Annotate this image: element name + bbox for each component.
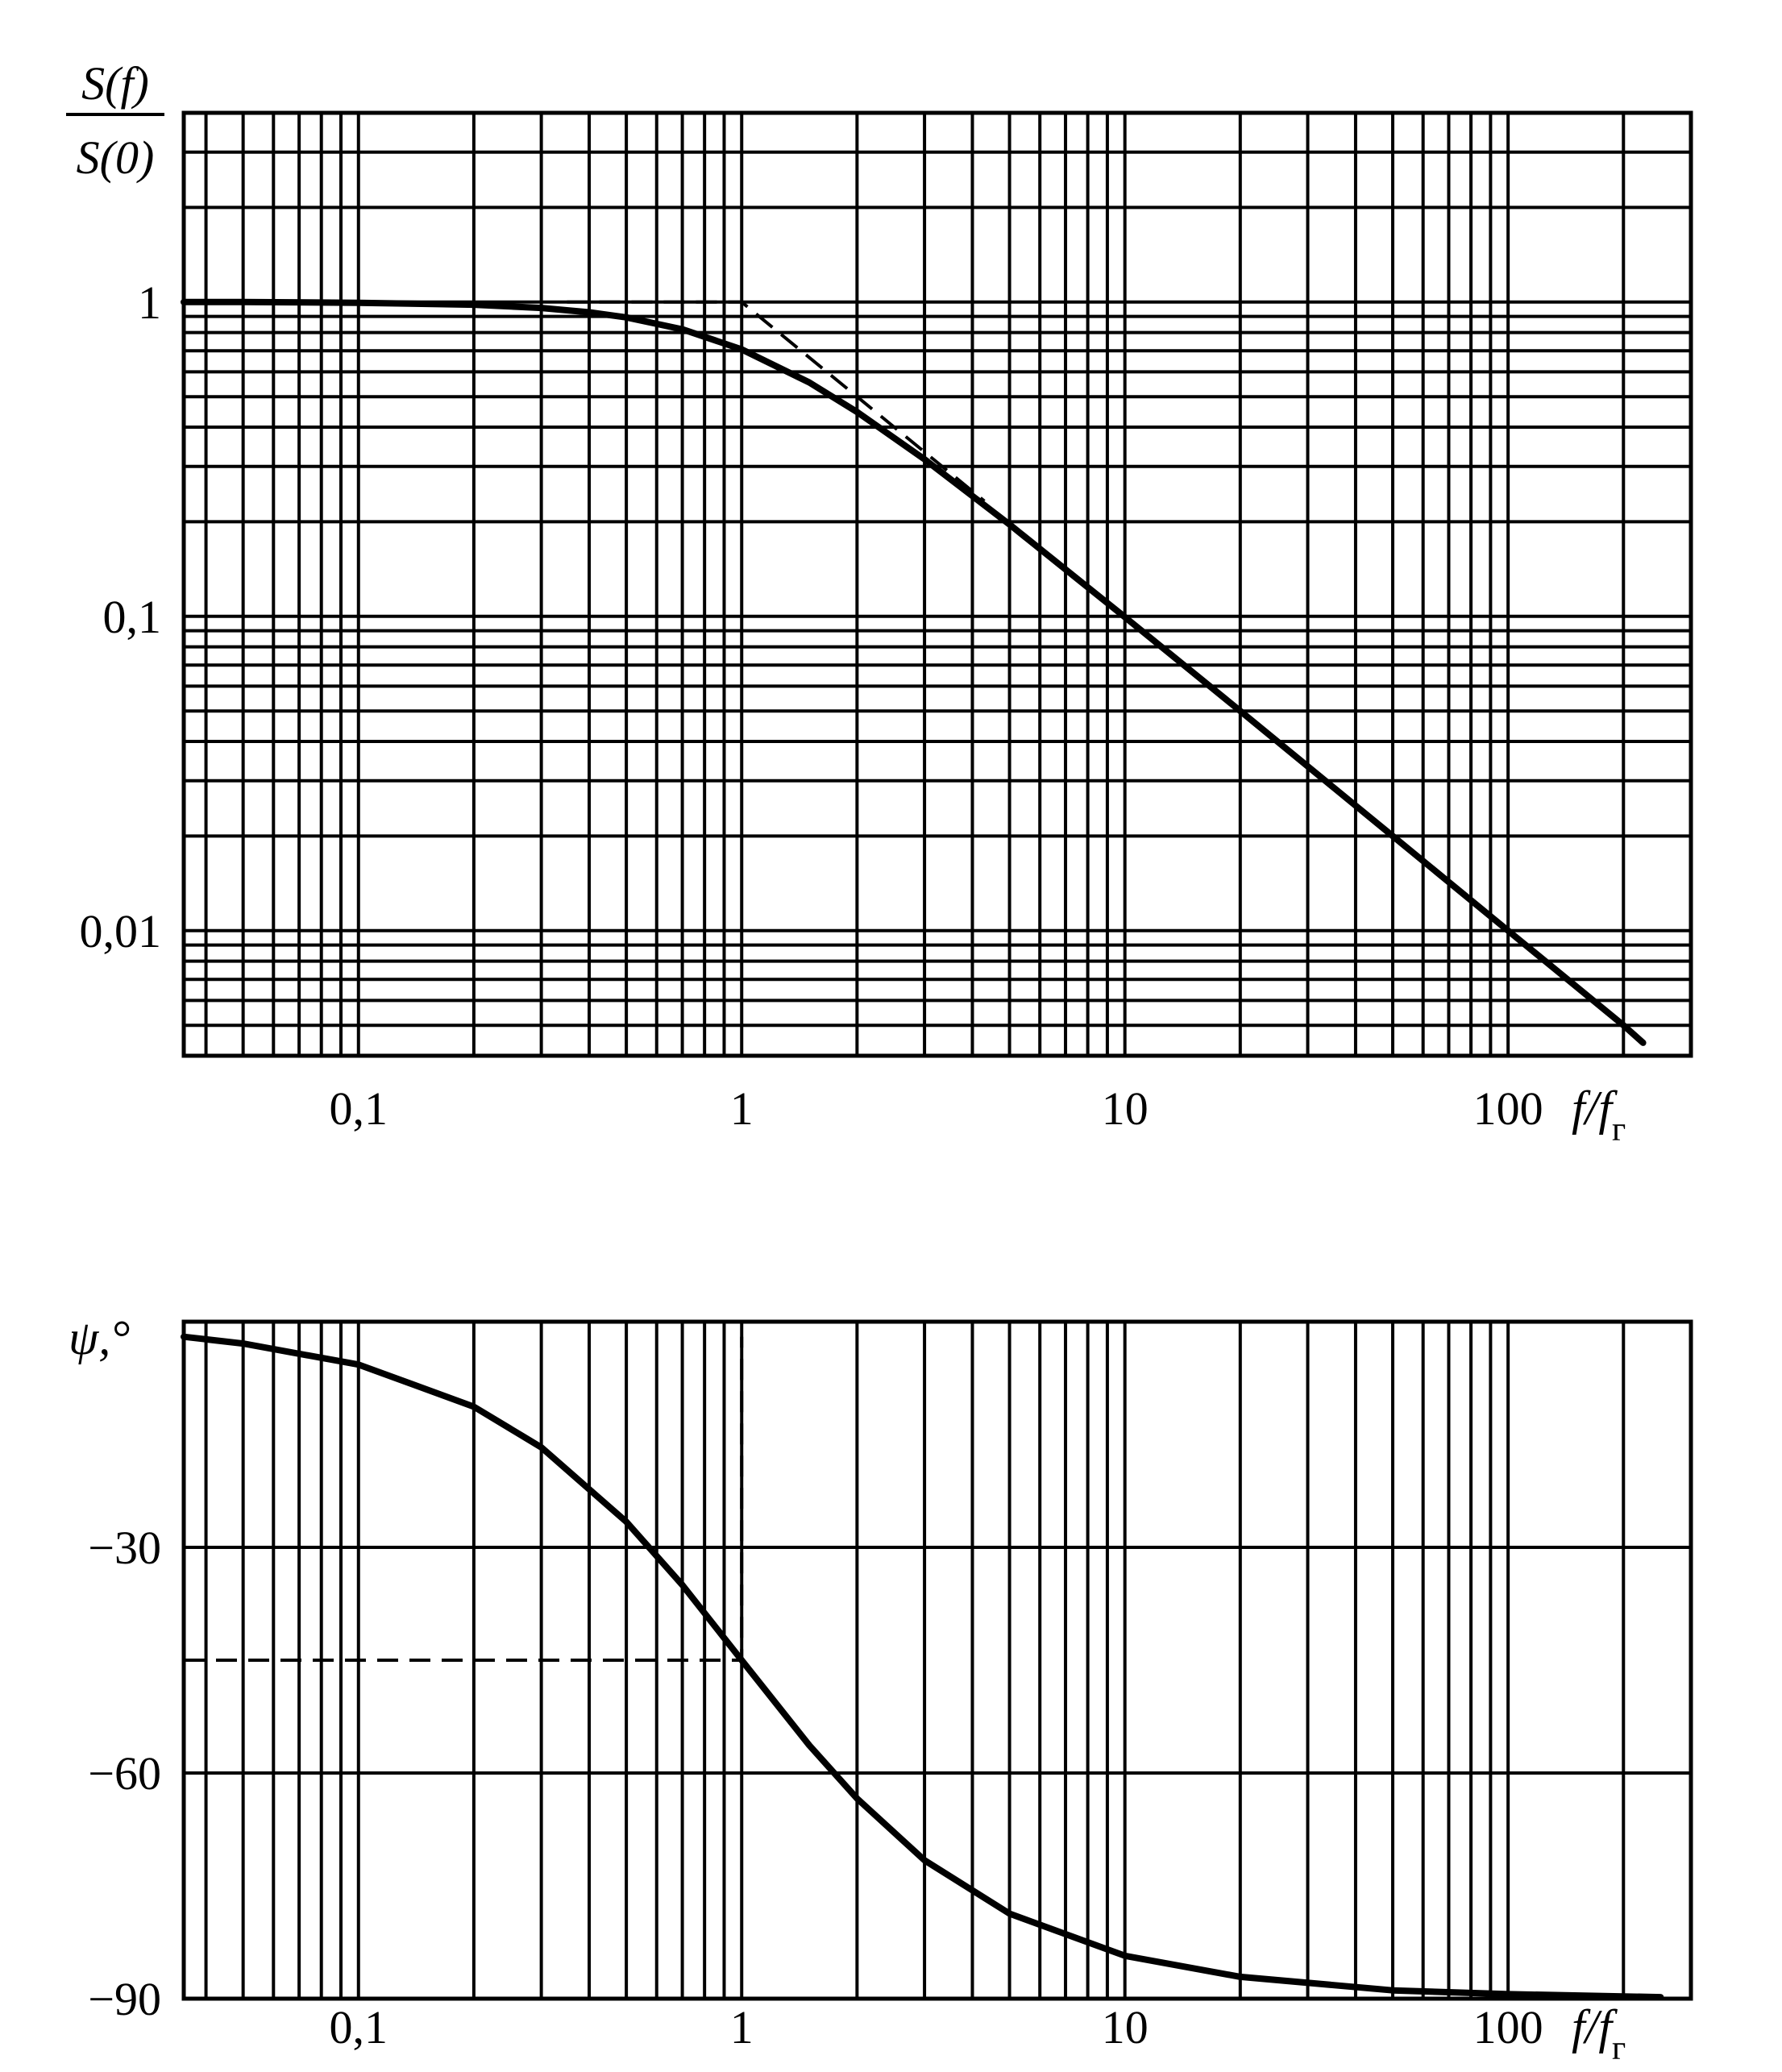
magnitude-series [181, 298, 1647, 1046]
y-tick-label: −90 [88, 1973, 161, 2025]
x-tick-label: 10 [1102, 2001, 1149, 2053]
magnitude-panel: 0,1 1 10 100 1 0,1 0,01 S(f) S(0) f/fг [66, 57, 1693, 1148]
asymptote-dashed-line [184, 1336, 744, 1662]
phase-x-axis-title-subscript: г [1612, 2030, 1626, 2067]
phase-x-axis-title-main: f/f [1572, 2000, 1618, 2053]
x-tick-label: 1 [730, 2001, 754, 2053]
phase-y-axis-title: ψ,° [69, 1311, 130, 1364]
magnitude-plot-frame [181, 110, 1693, 1058]
magnitude-tick-labels: 0,1 1 10 100 1 0,1 0,01 [80, 276, 1543, 1135]
response-curve [181, 298, 1647, 1046]
phase-x-axis-title: f/fг [1572, 2000, 1626, 2067]
asymptote-dashed-line [567, 300, 986, 503]
x-axis-title-subscript: г [1612, 1111, 1626, 1148]
phase-plot-frame [181, 1319, 1693, 2001]
y-tick-label: −60 [88, 1747, 161, 1800]
x-tick-label: 10 [1102, 1082, 1149, 1135]
x-tick-label: 1 [730, 1082, 754, 1135]
x-tick-label: 0,1 [330, 1082, 388, 1135]
phase-series [181, 1333, 1664, 2001]
phase-axis-titles: ψ,° f/fг [69, 1311, 1626, 2067]
x-tick-label: 100 [1473, 1082, 1543, 1135]
y-tick-label: −30 [88, 1522, 161, 1574]
x-tick-label: 0,1 [330, 2001, 388, 2053]
y-axis-title-denominator: S(0) [77, 131, 155, 184]
y-axis-title-numerator: S(f) [81, 57, 149, 110]
y-tick-label: 1 [138, 276, 161, 329]
response-curve [181, 1333, 1664, 2001]
magnitude-gridlines [184, 113, 1691, 1056]
x-tick-label: 100 [1473, 2001, 1543, 2053]
phase-tick-labels: 0,1 1 10 100 −30 −60 −90 [88, 1522, 1543, 2053]
y-tick-label: 0,1 [103, 591, 162, 643]
x-axis-title: f/fг [1572, 1082, 1626, 1148]
magnitude-axis-titles: S(f) S(0) f/fг [66, 57, 1626, 1148]
x-axis-title-main: f/f [1572, 1082, 1618, 1135]
y-tick-label: 0,01 [80, 905, 162, 957]
phase-panel: 0,1 1 10 100 −30 −60 −90 ψ,° f/fг [69, 1311, 1693, 2067]
